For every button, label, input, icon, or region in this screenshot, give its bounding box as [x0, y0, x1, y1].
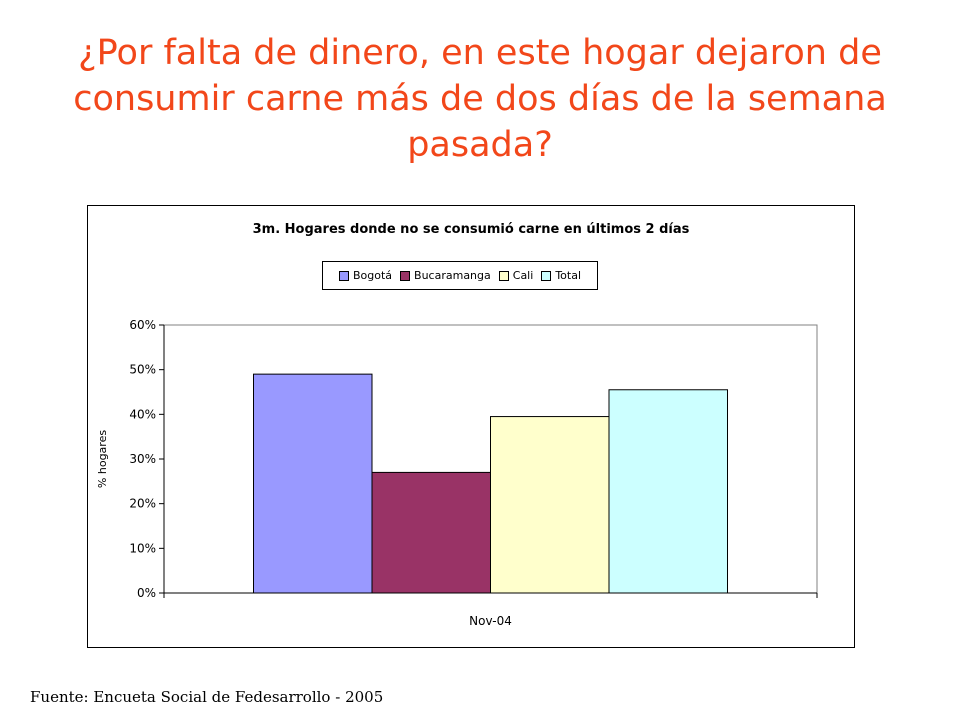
- legend-label-total: Total: [555, 269, 582, 282]
- chart-frame: 3m. Hogares donde no se consumió carne e…: [87, 205, 855, 648]
- y-tick-label: 50%: [129, 363, 156, 377]
- legend-item-cali: Cali: [498, 269, 534, 282]
- bar-total: [608, 389, 728, 594]
- bar-bogot-: [253, 373, 373, 594]
- chart-title: 3m. Hogares donde no se consumió carne e…: [252, 222, 690, 237]
- plot-layer: 0% 10% 20% 30% 40% 50% 60% Nov-04 % hogares: [96, 318, 818, 628]
- y-tick-label: 20%: [129, 497, 156, 511]
- legend-item-total: Total: [541, 269, 581, 282]
- legend-swatch-total: [541, 270, 552, 281]
- legend-swatch-bogota: [338, 270, 349, 281]
- x-category-label: Nov-04: [469, 614, 512, 628]
- y-tick-label: 40%: [129, 407, 156, 421]
- y-tick-label: 60%: [129, 318, 156, 332]
- slide-title: ¿Por falta de dinero, en este hogar deja…: [0, 30, 960, 168]
- y-tick-label: 10%: [129, 541, 156, 555]
- slide-title-line-1: ¿Por falta de dinero, en este hogar deja…: [78, 33, 882, 73]
- legend-swatch-cali: [498, 270, 509, 281]
- legend-label-bucaramanga: Bucaramanga: [414, 269, 491, 282]
- chart-legend: Bogotá Bucaramanga Cali Total: [322, 261, 598, 290]
- legend-label-bogota: Bogotá: [352, 269, 393, 282]
- legend-label-cali: Cali: [512, 269, 534, 282]
- slide-title-line-3: pasada?: [407, 125, 553, 165]
- source-note: Fuente: Encueta Social de Fedesarrollo -…: [30, 688, 384, 706]
- legend-swatch-bucaramanga: [400, 270, 411, 281]
- bar-cali: [490, 416, 610, 594]
- legend-item-bucaramanga: Bucaramanga: [400, 269, 491, 282]
- slide-title-line-2: consumir carne más de dos días de la sem…: [73, 79, 887, 119]
- bar-chart-plot: 0% 10% 20% 30% 40% 50% 60% Nov-04 % hogares: [96, 318, 818, 628]
- y-tick-label: 30%: [129, 452, 156, 466]
- legend-item-bogota: Bogotá: [338, 269, 393, 282]
- bar-bucaramanga: [371, 471, 491, 594]
- y-tick-label: 0%: [137, 586, 156, 600]
- y-axis-title: % hogares: [96, 430, 109, 488]
